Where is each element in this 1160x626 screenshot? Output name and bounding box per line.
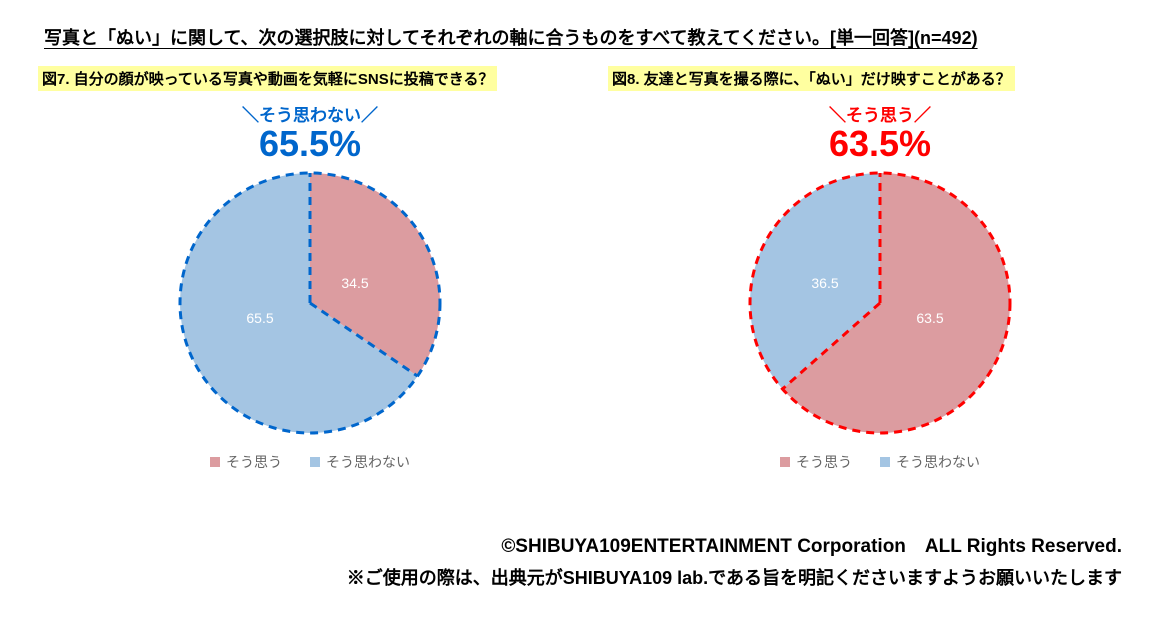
chart-right-pie: 63.5 36.5 <box>745 168 1015 438</box>
legend-label-agree: そう思う <box>796 452 852 472</box>
pie-slice-label: 34.5 <box>341 275 368 291</box>
chart-left-pie: 34.5 65.5 <box>175 168 445 438</box>
pie-slice-label: 63.5 <box>916 310 943 326</box>
usage-note: ※ご使用の際は、出典元がSHIBUYA109 lab.である旨を明記くださいます… <box>347 564 1122 590</box>
main-title: 写真と「ぬい」に関して、次の選択肢に対してそれぞれの軸に合うものをすべて教えてく… <box>44 24 978 50</box>
legend-swatch-agree <box>780 457 790 467</box>
legend-swatch-disagree <box>880 457 890 467</box>
chart-right: 図8. 友達と写真を撮る際に、「ぬい」だけ映すことがある？ ＼そう思う／ 63.… <box>600 66 1160 472</box>
charts-row: 図7. 自分の顔が映っている写真や動画を気軽にSNSに投稿できる？ ＼そう思わな… <box>0 66 1160 472</box>
chart-left-subtitle: 図7. 自分の顔が映っている写真や動画を気軽にSNSに投稿できる？ <box>38 66 497 91</box>
legend-swatch-disagree <box>310 457 320 467</box>
legend-label-agree: そう思う <box>226 452 282 472</box>
chart-left-legend: そう思う そう思わない <box>210 452 410 472</box>
chart-right-highlight-pct: 63.5% <box>829 126 931 162</box>
pie-slice-label: 65.5 <box>246 310 273 326</box>
legend-item-agree: そう思う <box>210 452 282 472</box>
legend-item-disagree: そう思わない <box>310 452 410 472</box>
chart-left-highlight-pct: 65.5% <box>259 126 361 162</box>
chart-right-legend: そう思う そう思わない <box>780 452 980 472</box>
legend-label-disagree: そう思わない <box>326 452 410 472</box>
legend-item-disagree: そう思わない <box>880 452 980 472</box>
chart-left: 図7. 自分の顔が映っている写真や動画を気軽にSNSに投稿できる？ ＼そう思わな… <box>30 66 590 472</box>
legend-swatch-agree <box>210 457 220 467</box>
pie-slice-label: 36.5 <box>811 275 838 291</box>
legend-item-agree: そう思う <box>780 452 852 472</box>
footer: ©SHIBUYA109ENTERTAINMENT Corporation ALL… <box>347 531 1122 590</box>
copyright-text: ©SHIBUYA109ENTERTAINMENT Corporation ALL… <box>347 531 1122 558</box>
chart-right-subtitle: 図8. 友達と写真を撮る際に、「ぬい」だけ映すことがある？ <box>608 66 1015 91</box>
legend-label-disagree: そう思わない <box>896 452 980 472</box>
